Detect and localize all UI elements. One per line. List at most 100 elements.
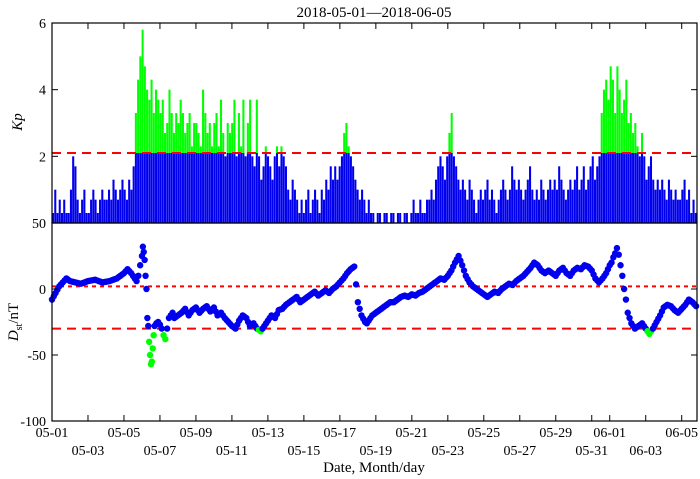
kp-bar-05-05-5 bbox=[134, 153, 137, 223]
kp-bar-05-18-5 bbox=[367, 199, 370, 223]
kp-bar-05-20-6 bbox=[405, 213, 408, 223]
kp-bar-active-05-06-6 bbox=[155, 89, 158, 153]
dst-point-29-0 bbox=[145, 338, 153, 345]
dst-point-39-0 bbox=[158, 325, 165, 332]
kp-bar-05-25-3 bbox=[488, 199, 491, 223]
kp-bar-active-05-17-3 bbox=[345, 123, 348, 153]
kp-bar-05-05-4 bbox=[132, 166, 135, 223]
kp-bar-05-30-5 bbox=[582, 166, 585, 223]
kp-bar-05-06-4 bbox=[150, 153, 153, 223]
kp-bars bbox=[52, 29, 697, 223]
kp-bar-05-26-6 bbox=[513, 179, 516, 223]
kp-bar-05-27-2 bbox=[522, 199, 525, 223]
dst-point-18-0 bbox=[133, 277, 140, 285]
kp-bar-active-05-07-7 bbox=[175, 113, 178, 153]
kp-bar-05-31-0 bbox=[589, 166, 592, 223]
kp-bar-05-12-7 bbox=[264, 153, 267, 223]
x-tick-label-05-23: 05-23 bbox=[431, 444, 464, 459]
x-tick-label-05-01: 05-01 bbox=[36, 426, 69, 441]
kp-bar-05-12-4 bbox=[258, 156, 261, 223]
kp-bar-05-21-2 bbox=[414, 213, 417, 223]
kp-bar-05-27-6 bbox=[531, 189, 534, 223]
kp-bar-active-05-06-3 bbox=[148, 99, 151, 153]
kp-bar-05-08-1 bbox=[179, 153, 182, 223]
kp-bar-05-31-4 bbox=[598, 156, 601, 223]
kp-bar-05-24-4 bbox=[473, 199, 476, 223]
kp-bar-05-11-4 bbox=[240, 153, 243, 223]
kp-bar-active-06-02-0 bbox=[625, 79, 628, 153]
kp-bar-05-02-4 bbox=[78, 213, 81, 223]
kp-bar-active-05-08-2 bbox=[181, 113, 184, 153]
kp-bar-active-05-12-0 bbox=[249, 99, 252, 153]
kp-bar-05-04-6 bbox=[119, 189, 122, 223]
kp-bar-active-05-10-6 bbox=[226, 123, 229, 153]
kp-bar-05-06-0 bbox=[141, 153, 144, 223]
kp-bar-05-15-4 bbox=[311, 199, 314, 223]
kp-bar-active-05-10-1 bbox=[215, 113, 218, 153]
kp-bar-05-05-2 bbox=[128, 179, 131, 223]
kp-bar-06-03-5 bbox=[654, 189, 657, 223]
x-axis-label: Date, Month/day bbox=[323, 460, 425, 476]
kp-bar-05-07-2 bbox=[163, 153, 167, 223]
kp-bar-05-07-0 bbox=[159, 153, 162, 223]
kp-bar-05-23-5 bbox=[457, 179, 460, 223]
kp-bar-05-21-6 bbox=[423, 213, 426, 223]
dst-point-97-0 bbox=[354, 299, 362, 306]
kp-bar-05-26-1 bbox=[502, 179, 505, 223]
kp-bar-06-04-1 bbox=[663, 189, 666, 223]
kp-bar-05-04-5 bbox=[116, 199, 120, 223]
kp-bar-05-11-5 bbox=[242, 153, 245, 223]
kp-bar-05-10-4 bbox=[222, 153, 225, 223]
kp-bar-05-24-2 bbox=[468, 179, 471, 223]
kp-bar-05-23-0 bbox=[446, 156, 449, 223]
x-tick-label-06-05: 06-05 bbox=[665, 426, 698, 441]
kp-bar-05-12-3 bbox=[255, 153, 258, 223]
kp-bar-05-28-0 bbox=[535, 189, 538, 223]
kp-bar-05-10-1 bbox=[215, 153, 218, 223]
dst-point-32-0 bbox=[148, 358, 156, 365]
kp-bar-active-06-01-0 bbox=[607, 99, 610, 153]
kp-bar-active-05-23-1 bbox=[448, 133, 451, 153]
kp-bar-05-21-0 bbox=[410, 213, 413, 223]
kp-bar-05-13-0 bbox=[267, 156, 270, 223]
kp-bar-05-12-5 bbox=[260, 179, 263, 223]
kp-bar-05-28-1 bbox=[537, 199, 541, 223]
kp-bar-05-17-6 bbox=[352, 166, 355, 223]
kp-bar-05-03-0 bbox=[87, 213, 90, 223]
kp-bar-active-05-10-3 bbox=[219, 99, 223, 153]
kp-bar-05-13-1 bbox=[269, 166, 272, 223]
kp-bar-active-06-02-5 bbox=[636, 146, 639, 153]
kp-bar-06-05-6 bbox=[692, 199, 695, 223]
dst-y-axis-label-unit: /nT bbox=[6, 303, 22, 324]
kp-bar-active-06-01-3 bbox=[614, 113, 617, 153]
kp-bar-05-03-1 bbox=[90, 199, 93, 223]
kp-bar-05-17-1 bbox=[340, 156, 343, 223]
kp-bar-05-14-4 bbox=[293, 189, 296, 223]
kp-bar-active-05-09-4 bbox=[204, 113, 207, 153]
kp-bar-05-14-0 bbox=[284, 166, 287, 223]
kp-bar-05-12-6 bbox=[262, 166, 265, 223]
kp-bar-05-11-2 bbox=[235, 156, 238, 223]
chart-title: 2018-05-01—2018-06-05 bbox=[297, 5, 452, 21]
kp-bar-05-16-7 bbox=[336, 179, 339, 223]
kp-bar-05-22-6 bbox=[441, 166, 444, 223]
kp-bar-05-16-0 bbox=[320, 189, 323, 223]
dst-point-174-0 bbox=[615, 251, 622, 258]
kp-bar-05-02-0 bbox=[69, 189, 72, 223]
kp-bar-active-05-07-0 bbox=[159, 113, 162, 153]
kp-bar-05-06-2 bbox=[146, 153, 149, 223]
kp-bar-06-05-4 bbox=[688, 189, 691, 223]
kp-bar-active-05-05-6 bbox=[137, 79, 140, 153]
dst-point-27-0 bbox=[144, 314, 151, 322]
kp-bar-active-05-11-7 bbox=[246, 123, 249, 153]
x-tick-label-05-19: 05-19 bbox=[360, 444, 393, 459]
kp-bar-active-05-08-7 bbox=[193, 123, 196, 153]
kp-bar-active-06-01-2 bbox=[611, 79, 614, 153]
kp-bar-05-26-2 bbox=[504, 189, 507, 223]
kp-bar-05-01-6 bbox=[65, 213, 68, 223]
kp-bar-05-05-6 bbox=[137, 153, 140, 223]
kp-bar-05-13-3 bbox=[273, 156, 276, 223]
kp-bar-05-23-3 bbox=[452, 156, 455, 223]
kp-bar-active-05-11-0 bbox=[231, 123, 234, 153]
kp-bar-05-25-0 bbox=[482, 199, 485, 223]
